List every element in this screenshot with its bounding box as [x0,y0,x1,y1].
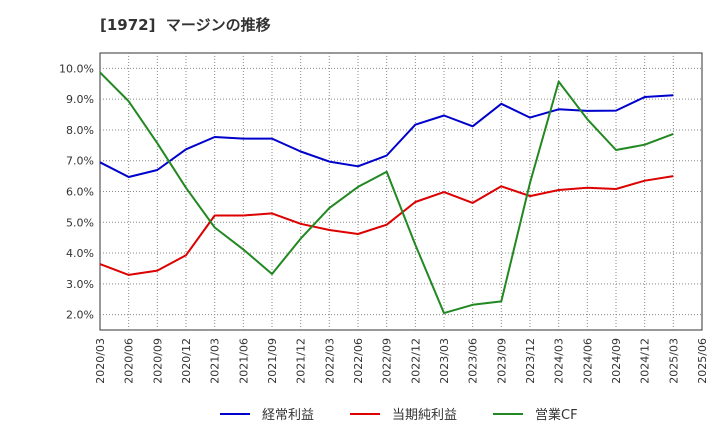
x-tick-label: 2022/06 [352,338,365,384]
y-tick-label: 7.0% [66,155,94,168]
x-tick-label: 2023/03 [438,338,451,384]
chart-title: [1972] マージンの推移 [100,16,271,34]
x-tick-label: 2024/09 [610,338,623,384]
x-tick-label: 2022/03 [323,338,336,384]
y-tick-label: 10.0% [59,62,94,75]
x-tick-label: 2023/09 [495,338,508,384]
y-tick-label: 5.0% [66,216,94,229]
y-tick-label: 9.0% [66,93,94,106]
legend-label-3: 営業CF [535,407,578,423]
y-tick-label: 3.0% [66,278,94,291]
x-tick-label: 2021/03 [209,338,222,384]
y-tick-label: 2.0% [66,309,94,322]
legend-label-1: 経常利益 [262,408,314,423]
x-tick-label: 2022/12 [409,338,422,384]
x-tick-label: 2025/03 [667,338,680,384]
series-line-3 [99,71,674,315]
x-tick-label: 2020/09 [151,338,164,384]
legend-label-2: 当期純利益 [392,408,457,423]
x-tick-label: 2025/06 [696,338,709,384]
x-tick-label: 2023/06 [467,338,480,384]
x-tick-label: 2020/12 [180,338,193,384]
x-tick-label: 2024/06 [581,338,594,384]
x-tick-label: 2021/09 [266,338,279,384]
series-line-1 [99,94,674,178]
x-tick-label: 2020/03 [94,338,107,384]
x-tick-label: 2021/12 [295,338,308,384]
y-tick-label: 8.0% [66,124,94,137]
y-tick-label: 4.0% [66,247,94,260]
x-tick-label: 2021/06 [237,338,250,384]
x-tick-label: 2022/09 [381,338,394,384]
x-tick-label: 2024/12 [639,338,652,384]
y-tick-label: 6.0% [66,186,94,199]
x-tick-label: 2023/12 [524,338,537,384]
x-tick-label: 2024/03 [553,338,566,384]
x-tick-label: 2020/06 [123,338,136,384]
series-line-2 [99,175,674,276]
